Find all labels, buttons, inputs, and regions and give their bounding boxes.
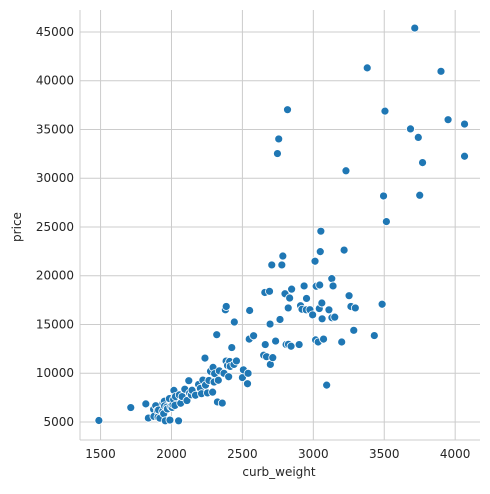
data-point [224,372,234,382]
data-point [141,399,151,409]
data-point [350,303,360,313]
x-tick-label: 2000 [156,447,187,461]
data-point [243,379,252,389]
y-tick-label: 5000 [43,415,74,429]
data-point [94,416,104,425]
data-point [339,245,349,255]
tick-labels: 1500 2000 2500 3000 3500 4000 5000 10000 15000 20… [36,25,471,461]
data-point [337,337,347,347]
data-point [294,340,304,349]
data-point [369,331,379,340]
x-axis-label: curb_weight [242,465,316,479]
data-point [315,280,325,290]
data-point [362,63,372,73]
data-point [418,158,427,167]
data-point [245,306,255,315]
data-point [232,356,241,366]
data-point [308,310,318,320]
data-point [227,343,237,352]
data-point [285,293,295,303]
x-tick-label: 2500 [227,447,258,461]
data-point [273,149,282,158]
data-point [249,331,259,341]
x-tick-label: 3500 [369,447,400,461]
data-point [443,115,453,125]
data-point [268,353,278,363]
data-point [344,291,354,301]
data-point [377,299,387,309]
y-tick-label: 20000 [36,269,74,283]
data-point [315,247,325,257]
data-point [283,303,293,313]
axis-spines [79,10,480,441]
data-point [126,403,136,412]
data-point [415,190,425,200]
data-point [410,23,420,33]
data-point [381,217,391,226]
y-tick-label: 15000 [36,317,74,331]
data-point [406,124,415,134]
data-point [278,251,288,261]
data-point [302,294,311,303]
data-point [324,305,334,315]
data-point [243,368,253,378]
y-tick-label: 10000 [36,366,74,380]
data-point [184,376,194,386]
data-points [94,23,469,426]
data-point [380,106,390,116]
data-point [265,319,275,329]
data-point [277,260,287,270]
data-point [327,274,337,284]
data-point [267,260,277,270]
y-tick-label: 25000 [36,220,74,234]
data-point [310,256,320,266]
grid-layer [80,10,480,440]
data-point [299,281,309,291]
data-point [286,341,296,351]
data-point [165,415,175,425]
data-point [274,134,284,144]
data-point [349,325,359,335]
y-tick-label: 30000 [36,171,74,185]
y-tick-label: 45000 [36,25,74,39]
data-point [413,133,423,142]
data-point [341,166,351,176]
data-point [217,398,227,408]
data-point [316,226,326,236]
data-point [260,340,270,349]
data-point [460,119,469,129]
data-point [213,375,223,385]
data-point [174,416,183,426]
data-point [208,387,218,397]
data-point [287,284,297,294]
data-point [436,66,446,76]
data-point [330,312,340,322]
data-point [328,281,338,291]
data-point [200,353,210,363]
y-tick-label: 40000 [36,74,74,88]
x-tick-label: 3000 [298,447,329,461]
x-tick-label: 1500 [85,447,116,461]
data-point [271,336,281,346]
data-point [322,380,332,390]
y-axis-label: price [10,212,24,242]
data-point [229,317,239,327]
data-point [317,298,327,308]
data-point [265,286,274,296]
data-point [379,191,388,201]
data-point [319,334,328,344]
data-point [460,151,469,161]
y-tick-label: 35000 [36,122,74,136]
data-point [221,302,231,311]
data-point [317,314,327,324]
data-point [283,105,292,115]
data-point [212,330,222,340]
data-point [275,315,285,324]
x-tick-label: 4000 [440,447,471,461]
